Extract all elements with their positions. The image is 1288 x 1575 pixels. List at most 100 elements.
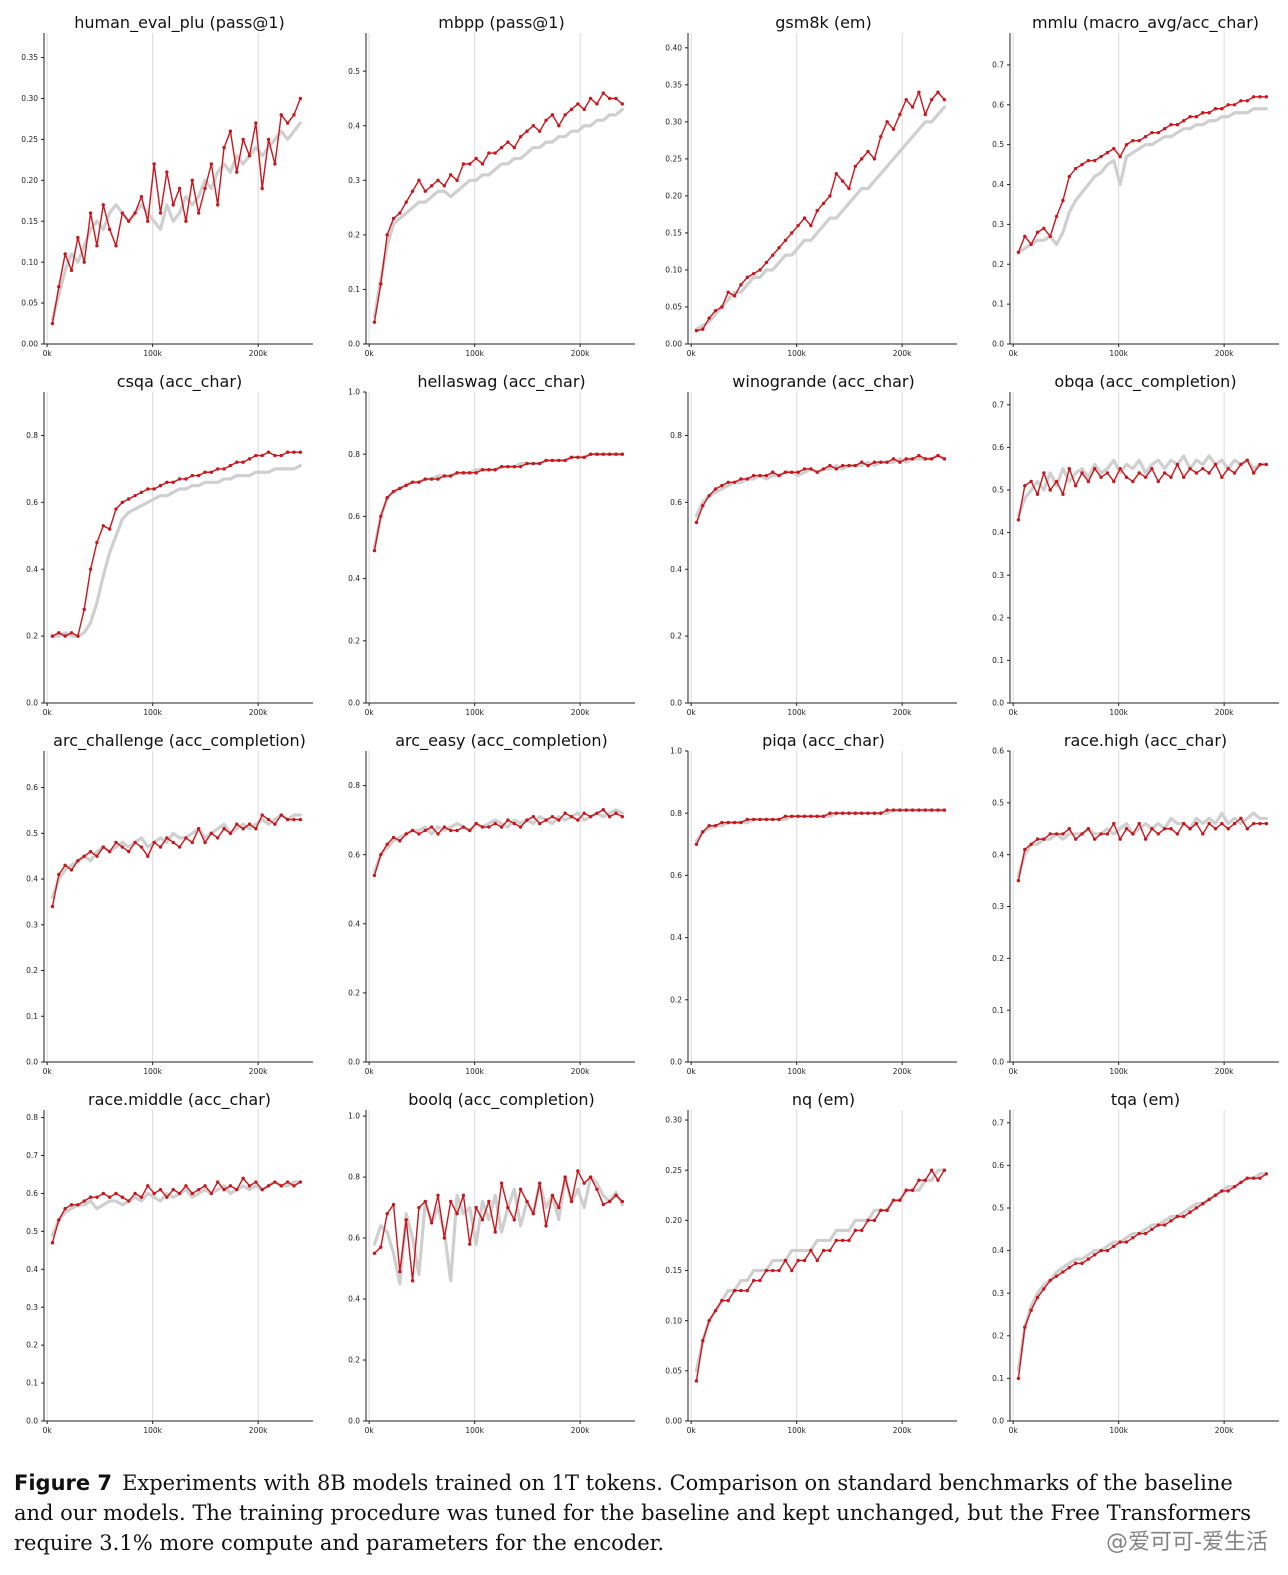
data-point	[726, 1298, 730, 1303]
data-point	[898, 808, 902, 812]
data-point	[904, 457, 908, 461]
data-point	[910, 457, 915, 461]
chart-svg: hellaswag (acc_char) 0k 100k 200k 0.0 0.2 0.4 0…	[348, 372, 635, 717]
x-tick-label: 200k	[571, 349, 590, 358]
chart-svg: human_eval_plu (pass@1) 0k 100k 200k 0.00 0.0…	[21, 13, 313, 358]
data-point	[69, 1203, 74, 1207]
data-point	[1099, 832, 1103, 836]
data-point	[398, 839, 402, 843]
data-point	[1099, 1248, 1103, 1253]
data-point	[809, 467, 813, 471]
data-point	[423, 828, 427, 833]
data-point	[694, 842, 699, 846]
chart-grid: human_eval_plu (pass@1) 0k 100k 200k 0.00 0.0…	[0, 0, 1288, 1435]
chart-svg: arc_easy (acc_completion) 0k 100k 200k 0.0 0.…	[348, 731, 635, 1076]
data-point	[1067, 1265, 1071, 1270]
data-point	[713, 487, 718, 491]
y-tick-label: 0.00	[21, 340, 38, 349]
data-point	[917, 90, 921, 94]
data-point	[190, 178, 194, 183]
series-line-ours	[51, 814, 301, 907]
data-point	[720, 305, 724, 309]
data-point	[879, 1208, 883, 1213]
data-point	[1213, 107, 1218, 111]
data-point	[1213, 462, 1218, 467]
data-point	[279, 453, 283, 458]
y-tick-label: 0.20	[21, 176, 38, 185]
data-point	[929, 97, 934, 102]
data-point	[531, 1211, 536, 1216]
y-tick-label: 0.4	[670, 933, 682, 942]
data-point	[796, 1258, 800, 1263]
y-tick-label: 0.6	[670, 498, 682, 507]
data-point	[929, 457, 934, 461]
y-tick-label: 0.1	[992, 1006, 1004, 1015]
data-point	[152, 840, 156, 845]
y-tick-label: 0.2	[670, 995, 682, 1004]
data-point	[1131, 138, 1135, 143]
y-tick-label: 0.4	[348, 574, 360, 583]
data-point	[1112, 821, 1116, 826]
data-point	[891, 457, 896, 461]
chart-svg: obqa (acc_completion) 0k 100k 200k 0.0 0.1 0.2…	[992, 372, 1279, 717]
y-tick-label: 0.7	[26, 1151, 38, 1160]
data-point	[518, 1187, 523, 1191]
chart-svg: gsm8k (em) 0k 100k 200k 0.00 0.05 0.10 0.15 0.20…	[665, 13, 957, 358]
data-point	[222, 1187, 226, 1192]
y-tick-label: 0.05	[665, 303, 682, 312]
data-point	[796, 814, 800, 819]
data-point	[790, 231, 794, 235]
data-point	[1048, 832, 1052, 836]
y-tick-label: 0.4	[26, 565, 38, 574]
series-line-ours	[52, 451, 301, 637]
data-point	[63, 1206, 67, 1211]
chart-panel: human_eval_plu (pass@1) 0k 100k 200k 0.00 0.0…	[0, 0, 322, 360]
data-point	[713, 823, 718, 828]
data-point	[525, 129, 529, 133]
data-point	[1258, 462, 1262, 467]
data-point	[1073, 166, 1078, 171]
data-point	[732, 820, 737, 825]
data-point	[936, 90, 940, 94]
data-point	[241, 1176, 245, 1180]
data-point	[254, 1180, 258, 1184]
data-point	[758, 268, 762, 272]
data-point	[1023, 234, 1027, 239]
data-point	[480, 825, 485, 829]
x-tick-label: 100k	[787, 1067, 806, 1076]
data-point	[1207, 821, 1211, 826]
data-point	[69, 268, 74, 273]
chart-svg: mbpp (pass@1) 0k 100k 200k 0.0 0.1 0.2 0.3 0.4 0.…	[348, 13, 635, 358]
data-point	[216, 1180, 220, 1184]
data-point	[63, 252, 67, 256]
data-point	[177, 1191, 182, 1196]
y-tick-label: 0.20	[665, 1216, 682, 1225]
data-point	[739, 477, 743, 481]
y-tick-label: 0.0	[348, 1058, 360, 1067]
x-tick-label: 100k	[143, 1426, 162, 1435]
chart-panel: gsm8k (em) 0k 100k 200k 0.00 0.05 0.10 0.15 0.20…	[644, 0, 966, 360]
data-point	[1169, 475, 1173, 479]
series-line-baseline	[50, 463, 302, 638]
chart-panel: obqa (acc_completion) 0k 100k 200k 0.0 0.1 0.2…	[966, 359, 1288, 719]
data-point	[468, 828, 472, 833]
data-point	[57, 872, 61, 877]
data-point	[764, 260, 769, 265]
data-point	[614, 96, 618, 101]
chart-panel: arc_challenge (acc_completion) 0k 100k 200k…	[0, 718, 322, 1078]
data-point	[260, 186, 264, 191]
data-point	[595, 811, 599, 815]
data-point	[853, 164, 858, 168]
data-point	[538, 129, 542, 133]
data-point	[95, 540, 99, 545]
series-line-baseline	[1016, 454, 1268, 518]
data-point	[1220, 821, 1224, 826]
data-point	[563, 113, 567, 117]
x-tick-label: 200k	[249, 708, 268, 717]
data-point	[620, 452, 625, 456]
y-tick-label: 0.3	[992, 902, 1004, 911]
data-point	[1061, 832, 1065, 836]
data-point	[544, 818, 548, 822]
data-point	[391, 835, 396, 840]
data-point	[910, 1188, 915, 1192]
